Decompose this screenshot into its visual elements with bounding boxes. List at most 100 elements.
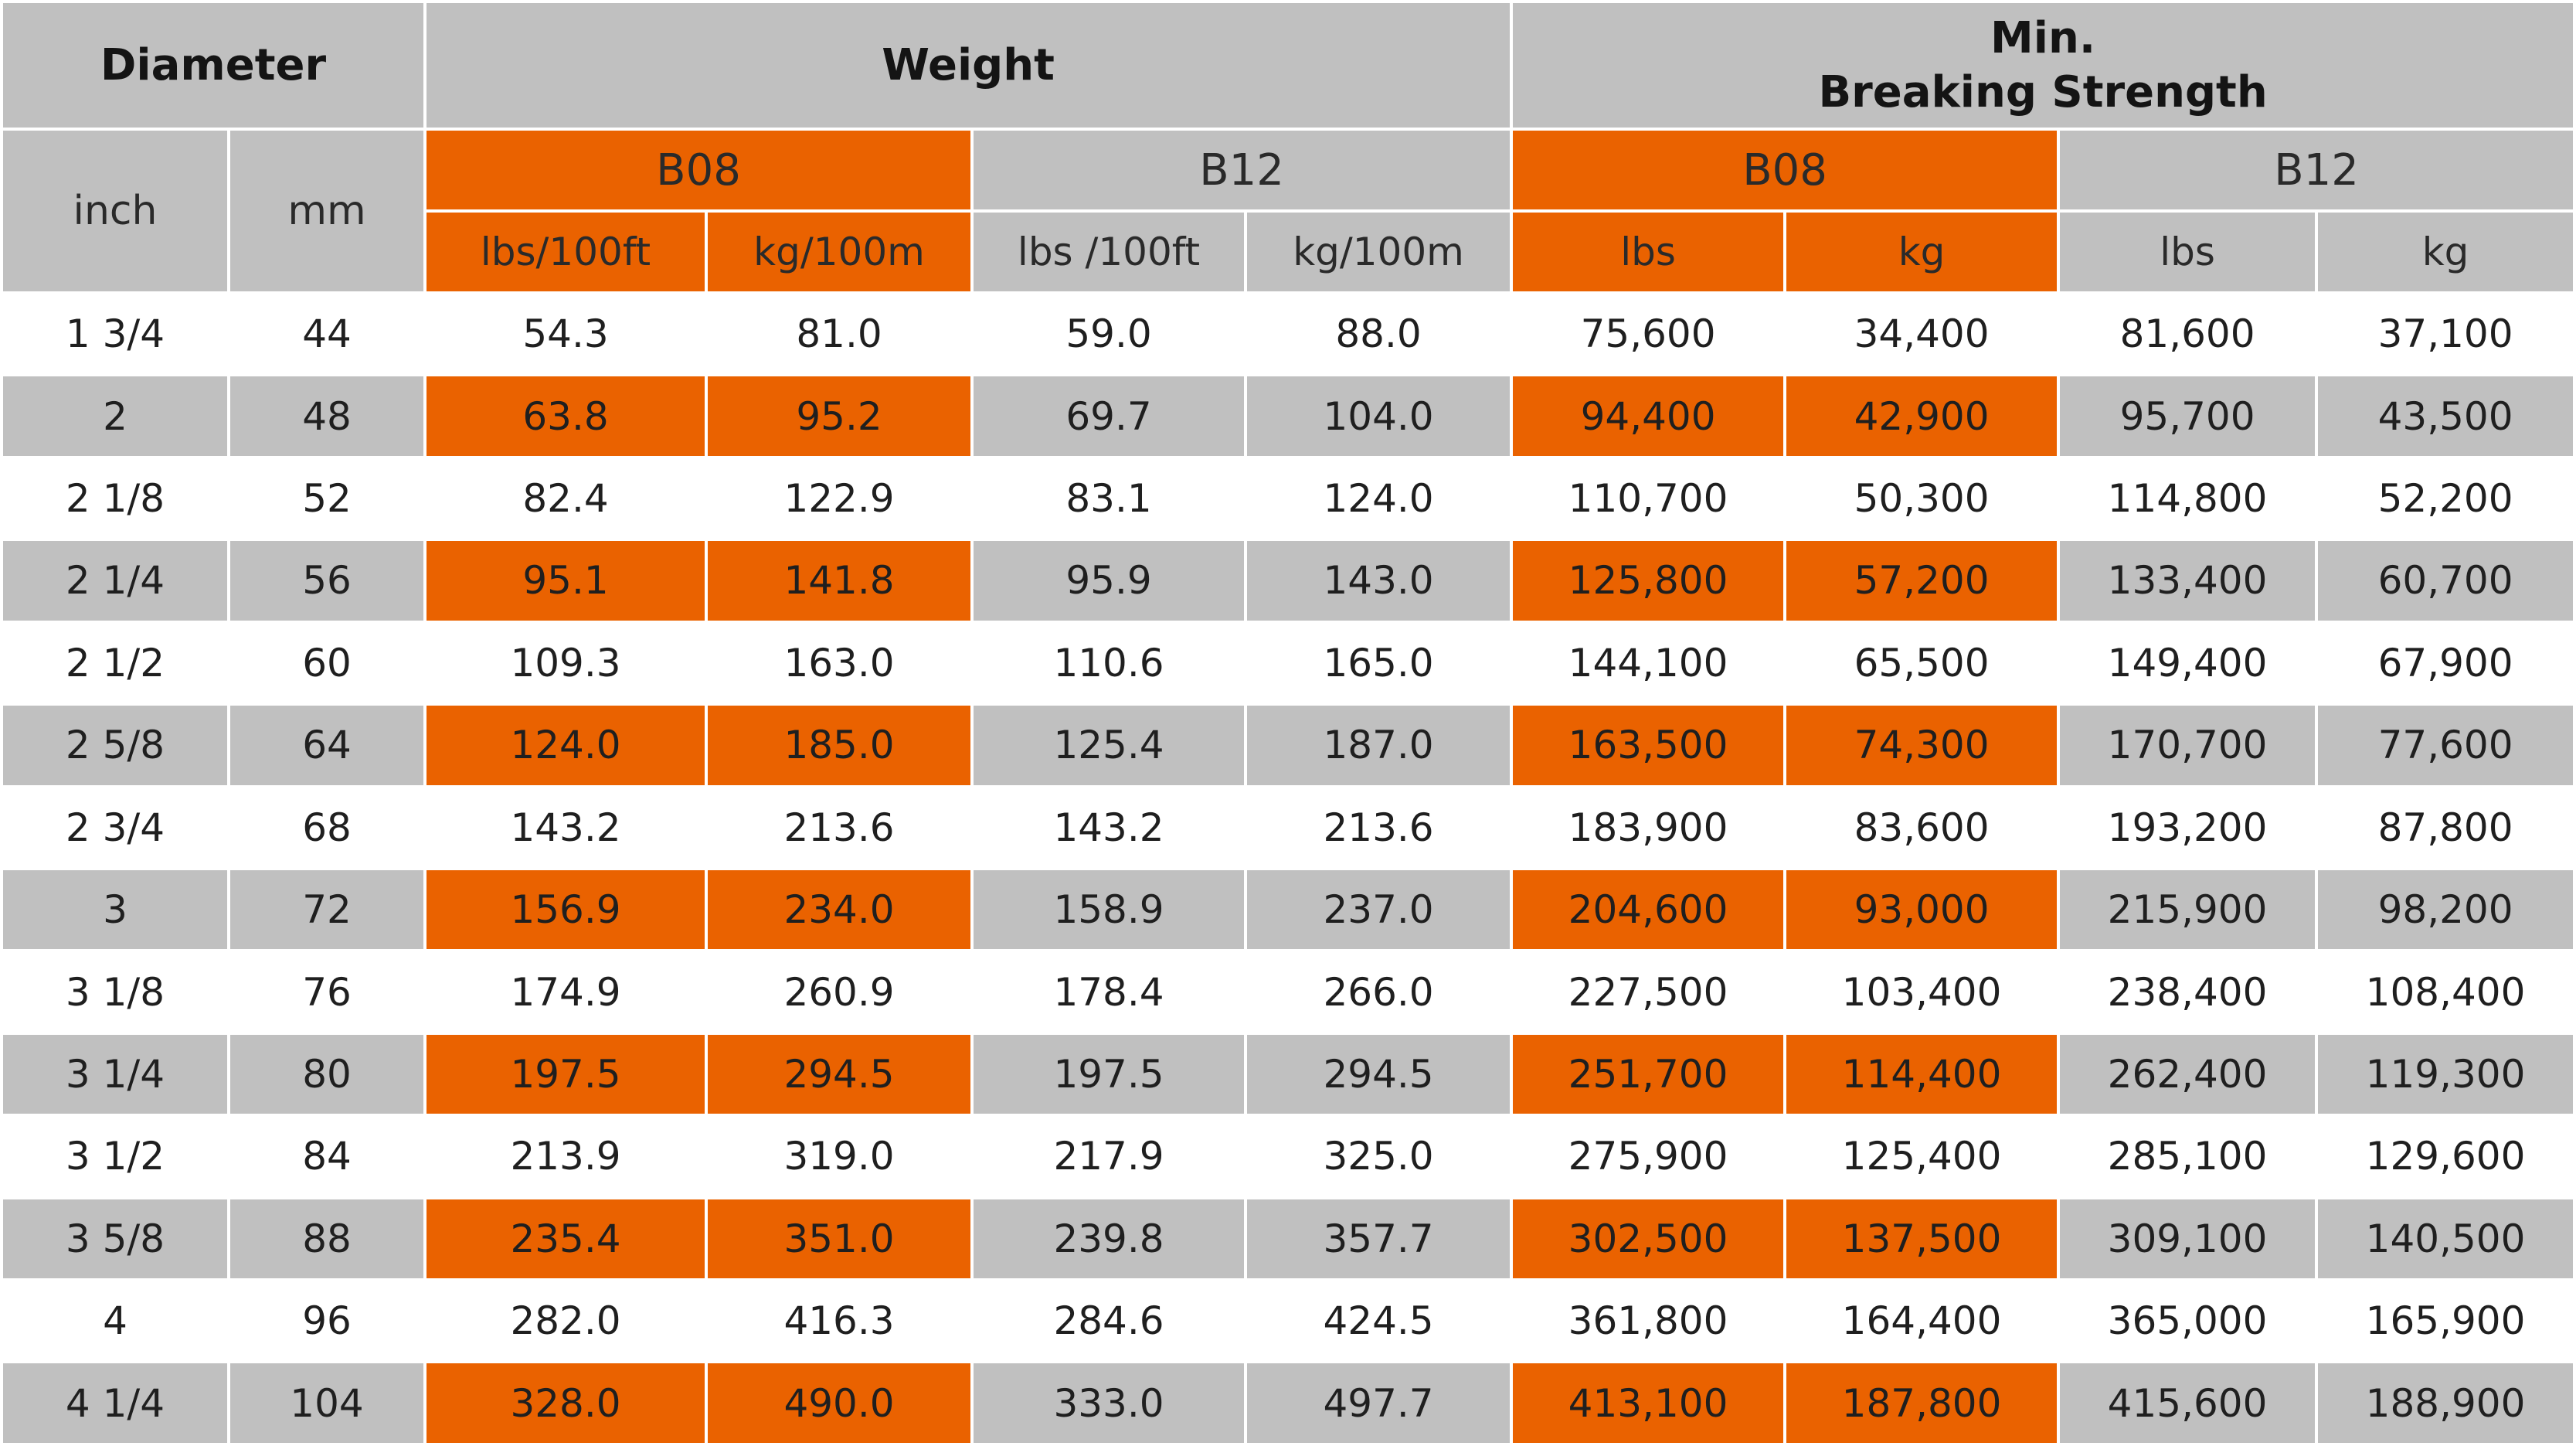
cell-mbs-b12-lbs: 365,000 xyxy=(2057,1278,2319,1364)
cell-weight-b12-lbs: 158.9 xyxy=(970,866,1248,953)
cell-weight-b08-lbs: 95.1 xyxy=(423,538,709,624)
cell-weight-b08-lbs: 328.0 xyxy=(423,1360,709,1446)
cell-weight-b08-kg: 185.0 xyxy=(705,703,974,788)
table-row: 3 1/4 80 197.5 294.5 197.5 294.5 251,700… xyxy=(0,1031,2576,1118)
cell-weight-b12-lbs: 69.7 xyxy=(970,373,1248,459)
cell-weight-b12-lbs: 125.4 xyxy=(970,703,1248,788)
cell-mbs-b12-lbs: 309,100 xyxy=(2057,1196,2319,1282)
table-row: 1 3/4 44 54.3 81.0 59.0 88.0 75,600 34,4… xyxy=(0,291,2576,377)
cell-mm: 88 xyxy=(226,1196,427,1282)
cell-mbs-b08-kg: 164,400 xyxy=(1783,1278,2061,1364)
cell-weight-b08-kg: 141.8 xyxy=(705,538,974,624)
cell-mm: 80 xyxy=(226,1031,427,1118)
cell-mbs-b08-kg: 103,400 xyxy=(1783,949,2061,1035)
header-mbs-line1: Min. xyxy=(1990,12,2096,63)
cell-mbs-b12-kg: 98,200 xyxy=(2315,866,2576,953)
cell-weight-b08-kg: 351.0 xyxy=(705,1196,974,1282)
cell-mbs-b08-lbs: 204,600 xyxy=(1510,866,1787,953)
cell-mbs-b08-kg: 93,000 xyxy=(1783,866,2061,953)
cell-weight-b12-kg: 266.0 xyxy=(1244,949,1514,1035)
cell-weight-b08-kg: 213.6 xyxy=(705,784,974,870)
cell-mbs-b08-kg: 83,600 xyxy=(1783,784,2061,870)
cell-mbs-b08-kg: 187,800 xyxy=(1783,1360,2061,1446)
cell-mbs-b12-kg: 165,900 xyxy=(2315,1278,2576,1364)
cell-mbs-b12-lbs: 95,700 xyxy=(2057,373,2319,459)
cell-mbs-b08-kg: 57,200 xyxy=(1783,538,2061,624)
header-weight: Weight xyxy=(423,0,1514,131)
cell-inch: 4 1/4 xyxy=(0,1360,230,1446)
cell-inch: 1 3/4 xyxy=(0,291,230,377)
cell-weight-b12-lbs: 95.9 xyxy=(970,538,1248,624)
cell-weight-b08-lbs: 174.9 xyxy=(423,949,709,1035)
cell-mbs-b12-lbs: 215,900 xyxy=(2057,866,2319,953)
cell-weight-b08-kg: 294.5 xyxy=(705,1031,974,1118)
table-row: 2 3/4 68 143.2 213.6 143.2 213.6 183,900… xyxy=(0,784,2576,870)
cell-weight-b08-lbs: 197.5 xyxy=(423,1031,709,1118)
cell-weight-b12-kg: 294.5 xyxy=(1244,1031,1514,1118)
cell-mbs-b12-lbs: 114,800 xyxy=(2057,455,2319,542)
cell-weight-b08-lbs: 82.4 xyxy=(423,455,709,542)
cell-mbs-b12-lbs: 238,400 xyxy=(2057,949,2319,1035)
cell-mbs-b12-kg: 52,200 xyxy=(2315,455,2576,542)
cell-weight-b12-lbs: 284.6 xyxy=(970,1278,1248,1364)
cell-mbs-b12-kg: 67,900 xyxy=(2315,620,2576,706)
cell-inch: 3 1/4 xyxy=(0,1031,230,1118)
unit-mbs-b08-kg: kg xyxy=(1783,209,2061,294)
cell-weight-b12-lbs: 178.4 xyxy=(970,949,1248,1035)
cell-weight-b12-lbs: 83.1 xyxy=(970,455,1248,542)
table-row: 2 1/8 52 82.4 122.9 83.1 124.0 110,700 5… xyxy=(0,455,2576,542)
cell-mbs-b12-lbs: 81,600 xyxy=(2057,291,2319,377)
table-row: 2 5/8 64 124.0 185.0 125.4 187.0 163,500… xyxy=(0,703,2576,788)
cell-mbs-b08-lbs: 163,500 xyxy=(1510,703,1787,788)
cell-weight-b08-lbs: 156.9 xyxy=(423,866,709,953)
cell-mbs-b12-lbs: 149,400 xyxy=(2057,620,2319,706)
cell-mbs-b12-kg: 87,800 xyxy=(2315,784,2576,870)
table-row: 3 1/2 84 213.9 319.0 217.9 325.0 275,900… xyxy=(0,1114,2576,1199)
cell-mbs-b08-lbs: 413,100 xyxy=(1510,1360,1787,1446)
cell-weight-b08-lbs: 124.0 xyxy=(423,703,709,788)
cell-mbs-b08-kg: 42,900 xyxy=(1783,373,2061,459)
cell-mbs-b08-lbs: 361,800 xyxy=(1510,1278,1787,1364)
cell-weight-b08-kg: 81.0 xyxy=(705,291,974,377)
table-row: 2 1/4 56 95.1 141.8 95.9 143.0 125,800 5… xyxy=(0,538,2576,624)
cell-weight-b08-lbs: 213.9 xyxy=(423,1114,709,1199)
cell-weight-b08-lbs: 282.0 xyxy=(423,1278,709,1364)
cell-mm: 60 xyxy=(226,620,427,706)
cell-weight-b08-kg: 416.3 xyxy=(705,1278,974,1364)
cell-mm: 48 xyxy=(226,373,427,459)
cell-mbs-b08-lbs: 183,900 xyxy=(1510,784,1787,870)
cell-weight-b12-kg: 357.7 xyxy=(1244,1196,1514,1282)
cell-weight-b12-lbs: 333.0 xyxy=(970,1360,1248,1446)
cell-weight-b12-kg: 325.0 xyxy=(1244,1114,1514,1199)
cell-weight-b08-kg: 490.0 xyxy=(705,1360,974,1446)
cell-mbs-b08-lbs: 75,600 xyxy=(1510,291,1787,377)
cell-mbs-b12-lbs: 193,200 xyxy=(2057,784,2319,870)
table-row: 3 5/8 88 235.4 351.0 239.8 357.7 302,500… xyxy=(0,1196,2576,1282)
cell-mbs-b08-lbs: 251,700 xyxy=(1510,1031,1787,1118)
cell-inch: 2 1/8 xyxy=(0,455,230,542)
cell-mbs-b12-kg: 188,900 xyxy=(2315,1360,2576,1446)
cell-mbs-b12-lbs: 170,700 xyxy=(2057,703,2319,788)
cell-inch: 3 1/8 xyxy=(0,949,230,1035)
unit-weight-b12-kg: kg/100m xyxy=(1244,209,1514,294)
table-row: 4 96 282.0 416.3 284.6 424.5 361,800 164… xyxy=(0,1278,2576,1364)
cell-mbs-b12-kg: 43,500 xyxy=(2315,373,2576,459)
unit-weight-b08-lbs: lbs/100ft xyxy=(423,209,709,294)
cell-weight-b12-kg: 88.0 xyxy=(1244,291,1514,377)
cell-weight-b12-lbs: 143.2 xyxy=(970,784,1248,870)
cell-mbs-b08-lbs: 94,400 xyxy=(1510,373,1787,459)
header-mbs-b12: B12 xyxy=(2057,128,2576,213)
cell-weight-b12-kg: 424.5 xyxy=(1244,1278,1514,1364)
cell-mm: 64 xyxy=(226,703,427,788)
cell-weight-b12-kg: 497.7 xyxy=(1244,1360,1514,1446)
cell-mbs-b08-lbs: 125,800 xyxy=(1510,538,1787,624)
cell-weight-b08-lbs: 109.3 xyxy=(423,620,709,706)
cell-weight-b12-lbs: 197.5 xyxy=(970,1031,1248,1118)
unit-weight-b12-lbs: lbs /100ft xyxy=(970,209,1248,294)
cell-inch: 2 5/8 xyxy=(0,703,230,788)
cell-mm: 56 xyxy=(226,538,427,624)
cell-mbs-b12-kg: 37,100 xyxy=(2315,291,2576,377)
cell-mbs-b12-kg: 140,500 xyxy=(2315,1196,2576,1282)
cell-weight-b12-lbs: 59.0 xyxy=(970,291,1248,377)
